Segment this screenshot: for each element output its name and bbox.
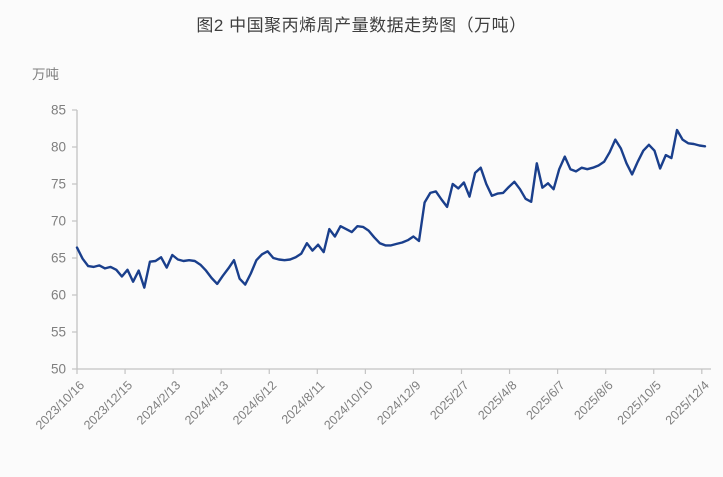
x-tick-label: 2023/10/16 <box>33 378 87 432</box>
y-tick-label: 80 <box>51 140 66 155</box>
x-tick-label: 2025/10/5 <box>615 378 664 427</box>
x-tick-label: 2024/8/11 <box>279 378 328 427</box>
y-tick-label: 65 <box>51 251 66 266</box>
x-tick-label: 2024/6/12 <box>230 378 279 427</box>
y-tick-label: 70 <box>51 214 66 229</box>
x-tick-label: 2025/4/8 <box>475 378 519 422</box>
x-tick-label: 2025/6/7 <box>523 378 567 422</box>
x-tick-label: 2023/12/15 <box>81 378 135 432</box>
y-tick-label: 60 <box>51 288 66 303</box>
y-tick-label: 55 <box>51 325 66 340</box>
x-tick-label: 2024/10/10 <box>321 378 375 432</box>
x-tick-label: 2025/12/4 <box>663 378 712 427</box>
y-tick-label: 50 <box>51 362 66 377</box>
y-tick-label: 75 <box>51 177 66 192</box>
chart-title: 图2 中国聚丙烯周产量数据走势图（万吨） <box>196 16 527 35</box>
x-tick-label: 2024/2/13 <box>134 378 183 427</box>
x-tick-label: 2024/12/9 <box>374 378 423 427</box>
production-data-line <box>75 128 707 289</box>
x-tick-label: 2025/2/7 <box>427 378 471 422</box>
y-axis-unit-label: 万吨 <box>32 67 59 82</box>
x-tick-label: 2025/8/6 <box>571 378 615 422</box>
y-tick-label: 85 <box>51 103 66 118</box>
x-tick-label: 2024/4/13 <box>182 378 231 427</box>
